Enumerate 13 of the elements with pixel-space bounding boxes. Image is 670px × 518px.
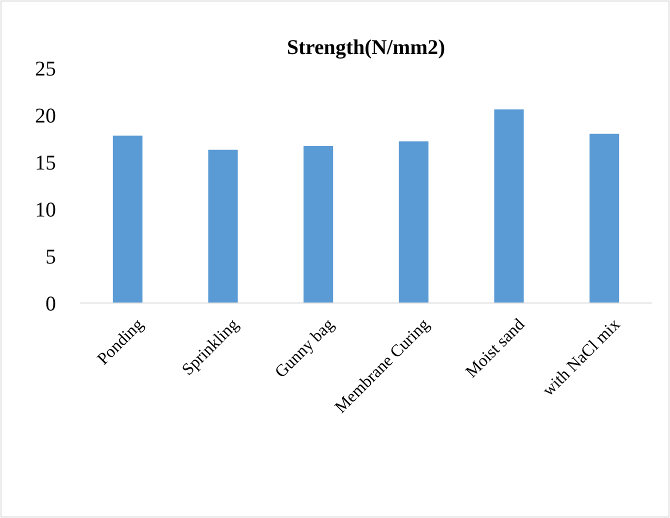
- bar: [590, 134, 620, 303]
- y-tick-label: 10: [35, 197, 56, 222]
- y-tick-label: 0: [46, 291, 56, 316]
- y-tick-label: 20: [35, 103, 56, 128]
- bar: [208, 150, 238, 303]
- bar: [304, 146, 334, 303]
- chart-title: Strength(N/mm2): [286, 35, 446, 59]
- y-tick-label: 25: [35, 56, 56, 80]
- y-tick-label: 5: [46, 244, 56, 268]
- bar: [112, 136, 142, 303]
- y-tick-label: 15: [35, 150, 56, 174]
- bar: [398, 141, 428, 303]
- bar: [494, 109, 524, 303]
